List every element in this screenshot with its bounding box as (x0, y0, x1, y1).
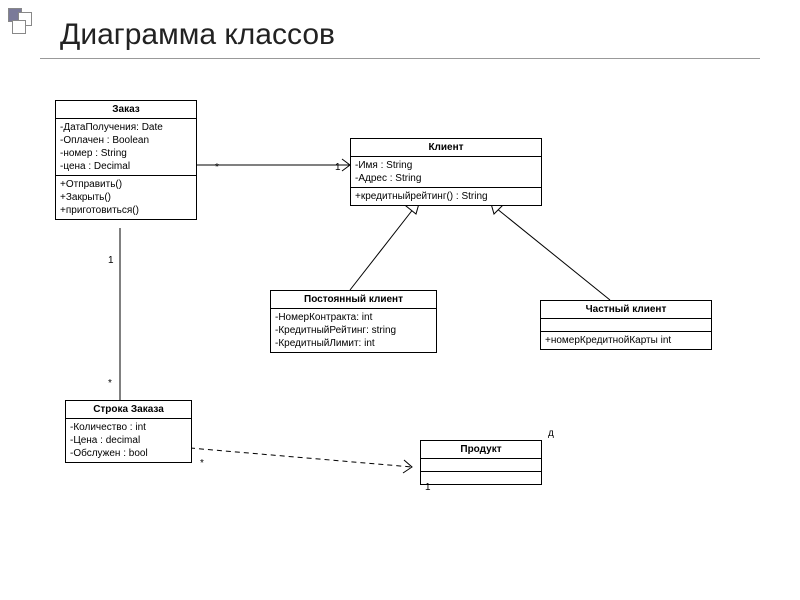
class-private-name: Частный клиент (541, 301, 711, 319)
class-order-line: Строка Заказа -Количество : int -Цена : … (65, 400, 192, 463)
title-underline (40, 58, 760, 59)
mult-order-client-star: * (215, 162, 219, 173)
mult-order-orderline-one: 1 (108, 255, 114, 266)
class-orderline-name: Строка Заказа (66, 401, 191, 419)
class-client-name: Клиент (351, 139, 541, 157)
mult-order-orderline-star: * (108, 378, 112, 389)
page-title: Диаграмма классов (60, 18, 335, 52)
class-order: Заказ -ДатаПолучения: Date -Оплачен : Bo… (55, 100, 197, 220)
class-client: Клиент -Имя : String -Адрес : String +кр… (350, 138, 542, 206)
mult-orderline-product-star: * (200, 458, 204, 469)
stray-label-d: д (548, 428, 554, 439)
class-order-attrs: -ДатаПолучения: Date -Оплачен : Boolean … (56, 119, 196, 176)
class-client-ops: +кредитныйрейтинг() : String (351, 188, 541, 205)
mult-orderline-product-one: 1 (425, 482, 431, 493)
class-diagram: Заказ -ДатаПолучения: Date -Оплачен : Bo… (0, 70, 800, 600)
mult-order-client-one: 1 (335, 162, 341, 173)
class-regular-attrs: -НомерКонтракта: int -КредитныйРейтинг: … (271, 309, 436, 352)
class-private-attrs (541, 319, 711, 332)
class-product-name: Продукт (421, 441, 541, 459)
class-orderline-attrs: -Количество : int -Цена : decimal -Обслу… (66, 419, 191, 462)
class-order-ops: +Отправить() +Закрыть() +приготовиться() (56, 176, 196, 219)
class-product-ops (421, 472, 541, 484)
corner-decoration (8, 8, 36, 36)
class-regular-name: Постоянный клиент (271, 291, 436, 309)
class-private-ops: +номерКредитнойКарты int (541, 332, 711, 349)
class-regular-client: Постоянный клиент -НомерКонтракта: int -… (270, 290, 437, 353)
class-product: Продукт (420, 440, 542, 485)
class-private-client: Частный клиент +номерКредитнойКарты int (540, 300, 712, 350)
class-order-name: Заказ (56, 101, 196, 119)
class-product-attrs (421, 459, 541, 472)
class-client-attrs: -Имя : String -Адрес : String (351, 157, 541, 188)
